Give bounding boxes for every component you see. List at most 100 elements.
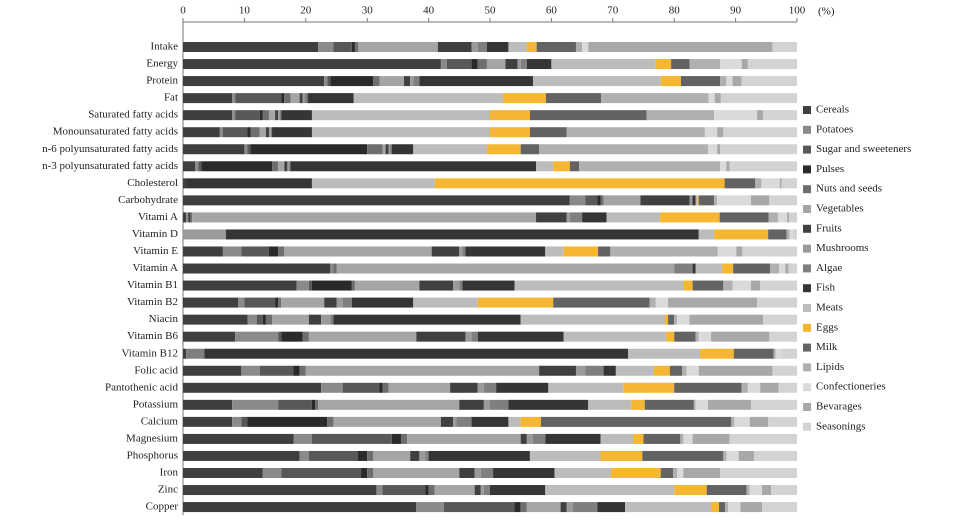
bar-segment <box>287 161 290 172</box>
bar-segment <box>684 280 693 291</box>
bar-segment <box>643 433 681 444</box>
bar-segment <box>603 195 641 206</box>
bar-segment <box>235 93 282 104</box>
bar-segment <box>508 399 589 410</box>
bar-segment <box>755 178 762 189</box>
bar-segment <box>183 212 187 223</box>
bar-segment <box>563 331 667 342</box>
bar-segment <box>601 93 709 104</box>
bar-segment <box>410 76 414 87</box>
bar-segment <box>247 416 328 427</box>
y-tick-label: Cholesterol <box>127 177 178 189</box>
legend-label: Mushrooms <box>816 242 869 254</box>
bar-segment <box>717 195 751 206</box>
bar-segment <box>183 42 319 52</box>
bar-segment <box>606 212 661 223</box>
bar-segment <box>514 502 521 513</box>
bar-segment <box>376 485 383 496</box>
bar-segment <box>775 348 782 359</box>
bar-segment <box>183 297 239 308</box>
legend-label: Fruits <box>816 222 842 234</box>
bar-segment <box>772 42 797 52</box>
bar-segment <box>307 93 354 104</box>
bar-segment <box>597 502 626 513</box>
bar-segment <box>278 331 282 342</box>
bar-segment <box>324 297 337 308</box>
bar-segment <box>698 331 712 342</box>
bar-segment <box>520 144 540 155</box>
bar-segment <box>404 76 411 87</box>
bar-segment <box>792 229 797 240</box>
bar-segment <box>419 450 426 461</box>
bar-segment <box>693 399 696 410</box>
bar-segment <box>416 502 444 513</box>
bar-segment <box>717 246 737 257</box>
bar-segment <box>256 314 263 325</box>
bar-segment <box>382 144 386 155</box>
legend-swatch <box>803 264 811 273</box>
bar-segment <box>750 280 761 291</box>
bar-segment <box>520 59 527 70</box>
bar-segment <box>732 76 742 87</box>
y-tick-label: Fat <box>164 92 178 104</box>
bar-segment <box>183 144 245 155</box>
bar-segment <box>769 195 797 206</box>
bar-segment <box>480 468 494 478</box>
bar-segment <box>268 110 276 121</box>
bar-segment <box>707 144 718 155</box>
bar-segment <box>598 246 611 257</box>
bar-segment <box>447 59 472 70</box>
bar-segment <box>597 195 601 206</box>
y-tick-label: Monounsaturated fatty acids <box>53 126 178 138</box>
bar-segment <box>465 331 472 342</box>
bar-segment <box>373 468 460 478</box>
bar-segment <box>183 263 331 274</box>
bar-segment <box>768 212 778 223</box>
legend-swatch <box>803 125 811 134</box>
bar-segment <box>540 416 732 427</box>
bar-segment <box>183 331 236 342</box>
legend-swatch <box>803 343 811 352</box>
bar-segment <box>720 144 797 155</box>
bar-segment <box>330 76 374 87</box>
y-tick-label: Phosphorus <box>127 449 178 461</box>
bar-segment <box>477 297 554 308</box>
bar-segment <box>186 212 188 223</box>
bar-segment <box>771 485 797 496</box>
bar-segment <box>235 110 260 121</box>
bar-segment <box>428 485 435 496</box>
bar-segment <box>520 502 527 513</box>
bar-segment <box>754 450 797 461</box>
bar-segment <box>779 263 786 274</box>
bar-segment <box>382 382 389 393</box>
bar-segment <box>302 331 309 342</box>
bar-segment <box>526 433 533 444</box>
bar-segment <box>714 229 769 240</box>
y-tick-label: Protein <box>146 75 178 87</box>
legend-label: Pulses <box>816 163 844 175</box>
bar-segment <box>539 365 576 376</box>
bar-segment <box>779 178 782 189</box>
bar-segment <box>746 485 750 496</box>
bar-segment <box>588 399 632 410</box>
bar-segment <box>198 161 202 172</box>
bar-segment <box>305 365 540 376</box>
bar-segment <box>553 297 650 308</box>
bar-segment <box>672 468 678 478</box>
bar-segment <box>714 110 758 121</box>
bar-segment <box>235 331 279 342</box>
bar-segment <box>462 246 466 257</box>
y-tick-label: n-6 polyunsaturated fatty acids <box>42 143 178 155</box>
bar-segment <box>496 382 549 393</box>
bar-segment <box>367 450 374 461</box>
bar-segment <box>734 416 750 427</box>
bar-segment <box>262 468 282 478</box>
legend-swatch <box>803 323 811 332</box>
bar-segment <box>333 263 337 274</box>
bar-segment <box>272 314 309 325</box>
bar-segment <box>738 450 755 461</box>
bar-segment <box>760 382 779 393</box>
bar-segment <box>183 59 441 70</box>
bar-segment <box>545 93 602 104</box>
x-tick-label: 60 <box>546 5 558 17</box>
